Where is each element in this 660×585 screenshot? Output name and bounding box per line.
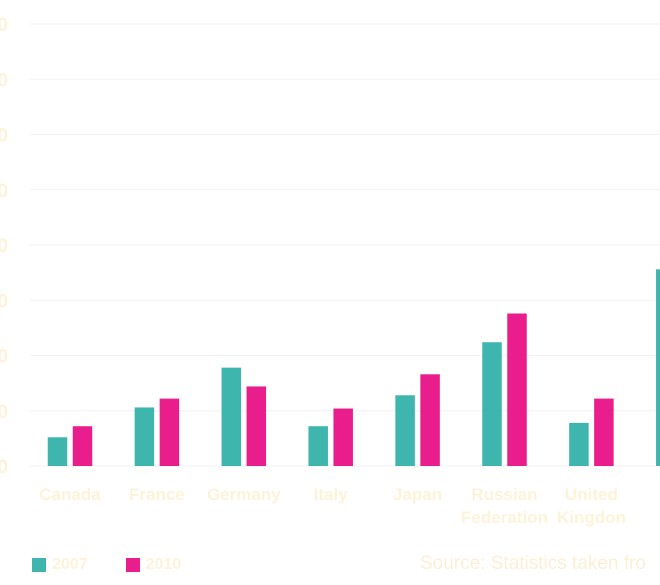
y-tick-label: 0: [0, 126, 8, 147]
y-tick-label: 0: [0, 236, 8, 257]
y-tick-label: 0: [0, 181, 8, 202]
x-category-label: United Kingdon: [557, 485, 626, 527]
y-tick-label: 0: [0, 291, 8, 312]
y-tick-label: 0: [0, 347, 8, 368]
x-axis-category-labels: Canada France Germany Italy Japan Russian Fede…: [39, 485, 626, 527]
y-tick-label: 0: [0, 402, 8, 423]
bar-2007-russian-federation: [482, 342, 502, 466]
legend-label-2010: 2010: [145, 556, 182, 573]
legend-item-2010[interactable]: 2010: [125, 556, 182, 574]
bar-2007-united-states: [656, 269, 660, 466]
bar-2007-japan: [395, 395, 415, 466]
y-tick-label: 0: [0, 15, 8, 36]
bar-2007-germany: [221, 367, 242, 466]
bar-2010-russian-federation: [507, 313, 527, 466]
x-category-label: Japan: [393, 485, 442, 504]
y-tick-label: 0: [0, 457, 8, 478]
y-tick-label: 0: [0, 70, 8, 91]
source-note: Source: Statistics taken fro: [420, 553, 646, 574]
bar-2007-france: [134, 407, 155, 466]
x-category-label: Italy: [314, 485, 349, 504]
gridlines: [30, 23, 660, 467]
legend-swatch-2007: [32, 558, 46, 572]
x-category-label: Canada: [39, 485, 101, 504]
bar-2010-france: [159, 398, 180, 466]
bar-chart: 0 0 0 0 0 0 0 0 0 Canada France Germany Italy Japan R…: [0, 15, 660, 527]
bar-2007-united-kingdon: [569, 422, 589, 466]
legend-swatch-2010: [125, 558, 140, 572]
legend-label-2007: 2007: [52, 556, 88, 573]
x-category-label: France: [129, 485, 185, 504]
x-category-label: Russian Federation: [461, 485, 548, 527]
bar-2010-canada: [72, 426, 93, 466]
bar-2010-italy: [333, 408, 353, 466]
bars: [47, 269, 660, 466]
x-category-label: Germany: [207, 485, 281, 504]
legend: 2007 2010: [32, 554, 219, 576]
bar-2007-canada: [47, 437, 68, 466]
legend-item-2007[interactable]: 2007: [32, 556, 88, 574]
bar-2010-united-kingdon: [594, 398, 614, 466]
bar-2010-japan: [420, 374, 440, 466]
y-axis-tick-labels: 0 0 0 0 0 0 0 0 0: [0, 15, 8, 478]
bar-2010-germany: [246, 386, 267, 466]
bar-2007-italy: [308, 426, 328, 466]
